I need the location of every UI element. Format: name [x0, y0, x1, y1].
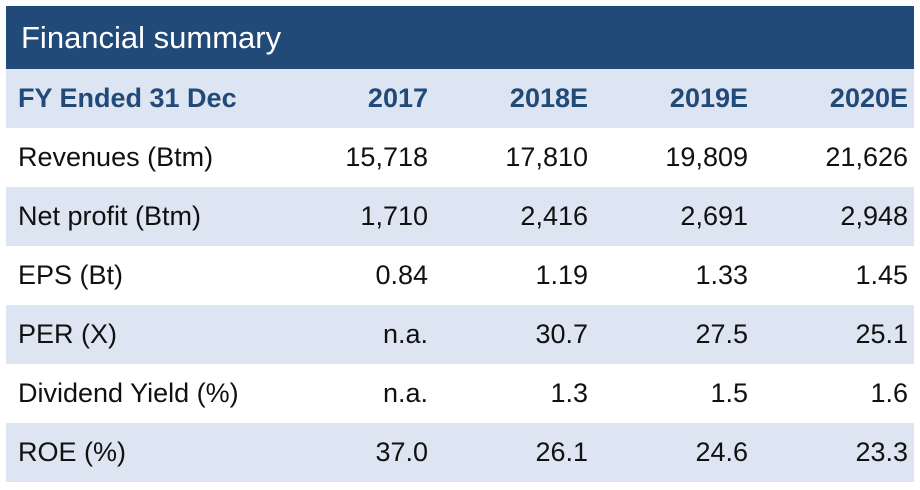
- table-row: EPS (Bt) 0.84 1.19 1.33 1.45: [6, 246, 914, 305]
- table-cell: 2,416: [434, 187, 594, 246]
- table-cell: n.a.: [296, 364, 434, 423]
- table-cell: 15,718: [296, 128, 434, 187]
- header-year-2018e: 2018E: [434, 69, 594, 128]
- table-cell: 1.6: [754, 364, 914, 423]
- table-cell: 1.33: [594, 246, 754, 305]
- table-cell: 17,810: [434, 128, 594, 187]
- header-period-label: FY Ended 31 Dec: [6, 69, 296, 128]
- table-cell: 2,691: [594, 187, 754, 246]
- header-year-2019e: 2019E: [594, 69, 754, 128]
- row-label: ROE (%): [6, 423, 296, 482]
- table-cell: 30.7: [434, 305, 594, 364]
- table-cell: 2,948: [754, 187, 914, 246]
- financial-summary-table: FY Ended 31 Dec 2017 2018E 2019E 2020E R…: [6, 69, 914, 482]
- table-cell: 37.0: [296, 423, 434, 482]
- table-cell: 0.84: [296, 246, 434, 305]
- row-label: Dividend Yield (%): [6, 364, 296, 423]
- header-year-2020e: 2020E: [754, 69, 914, 128]
- row-label: Revenues (Btm): [6, 128, 296, 187]
- table-cell: 1.45: [754, 246, 914, 305]
- row-label: PER (X): [6, 305, 296, 364]
- table-cell: 26.1: [434, 423, 594, 482]
- row-label: EPS (Bt): [6, 246, 296, 305]
- table-cell: 19,809: [594, 128, 754, 187]
- table-cell: 1.5: [594, 364, 754, 423]
- table-cell: n.a.: [296, 305, 434, 364]
- table-cell: 1.3: [434, 364, 594, 423]
- panel-title: Financial summary: [6, 6, 914, 69]
- table-cell: 1,710: [296, 187, 434, 246]
- table-row: Revenues (Btm) 15,718 17,810 19,809 21,6…: [6, 128, 914, 187]
- header-year-2017: 2017: [296, 69, 434, 128]
- table-row: Net profit (Btm) 1,710 2,416 2,691 2,948: [6, 187, 914, 246]
- table-cell: 25.1: [754, 305, 914, 364]
- table-row: Dividend Yield (%) n.a. 1.3 1.5 1.6: [6, 364, 914, 423]
- row-label: Net profit (Btm): [6, 187, 296, 246]
- table-cell: 23.3: [754, 423, 914, 482]
- table-row: PER (X) n.a. 30.7 27.5 25.1: [6, 305, 914, 364]
- table-cell: 27.5: [594, 305, 754, 364]
- table-cell: 1.19: [434, 246, 594, 305]
- table-cell: 21,626: [754, 128, 914, 187]
- table-row: ROE (%) 37.0 26.1 24.6 23.3: [6, 423, 914, 482]
- financial-summary-panel: Financial summary FY Ended 31 Dec 2017 2…: [6, 6, 914, 482]
- header-row: FY Ended 31 Dec 2017 2018E 2019E 2020E: [6, 69, 914, 128]
- table-cell: 24.6: [594, 423, 754, 482]
